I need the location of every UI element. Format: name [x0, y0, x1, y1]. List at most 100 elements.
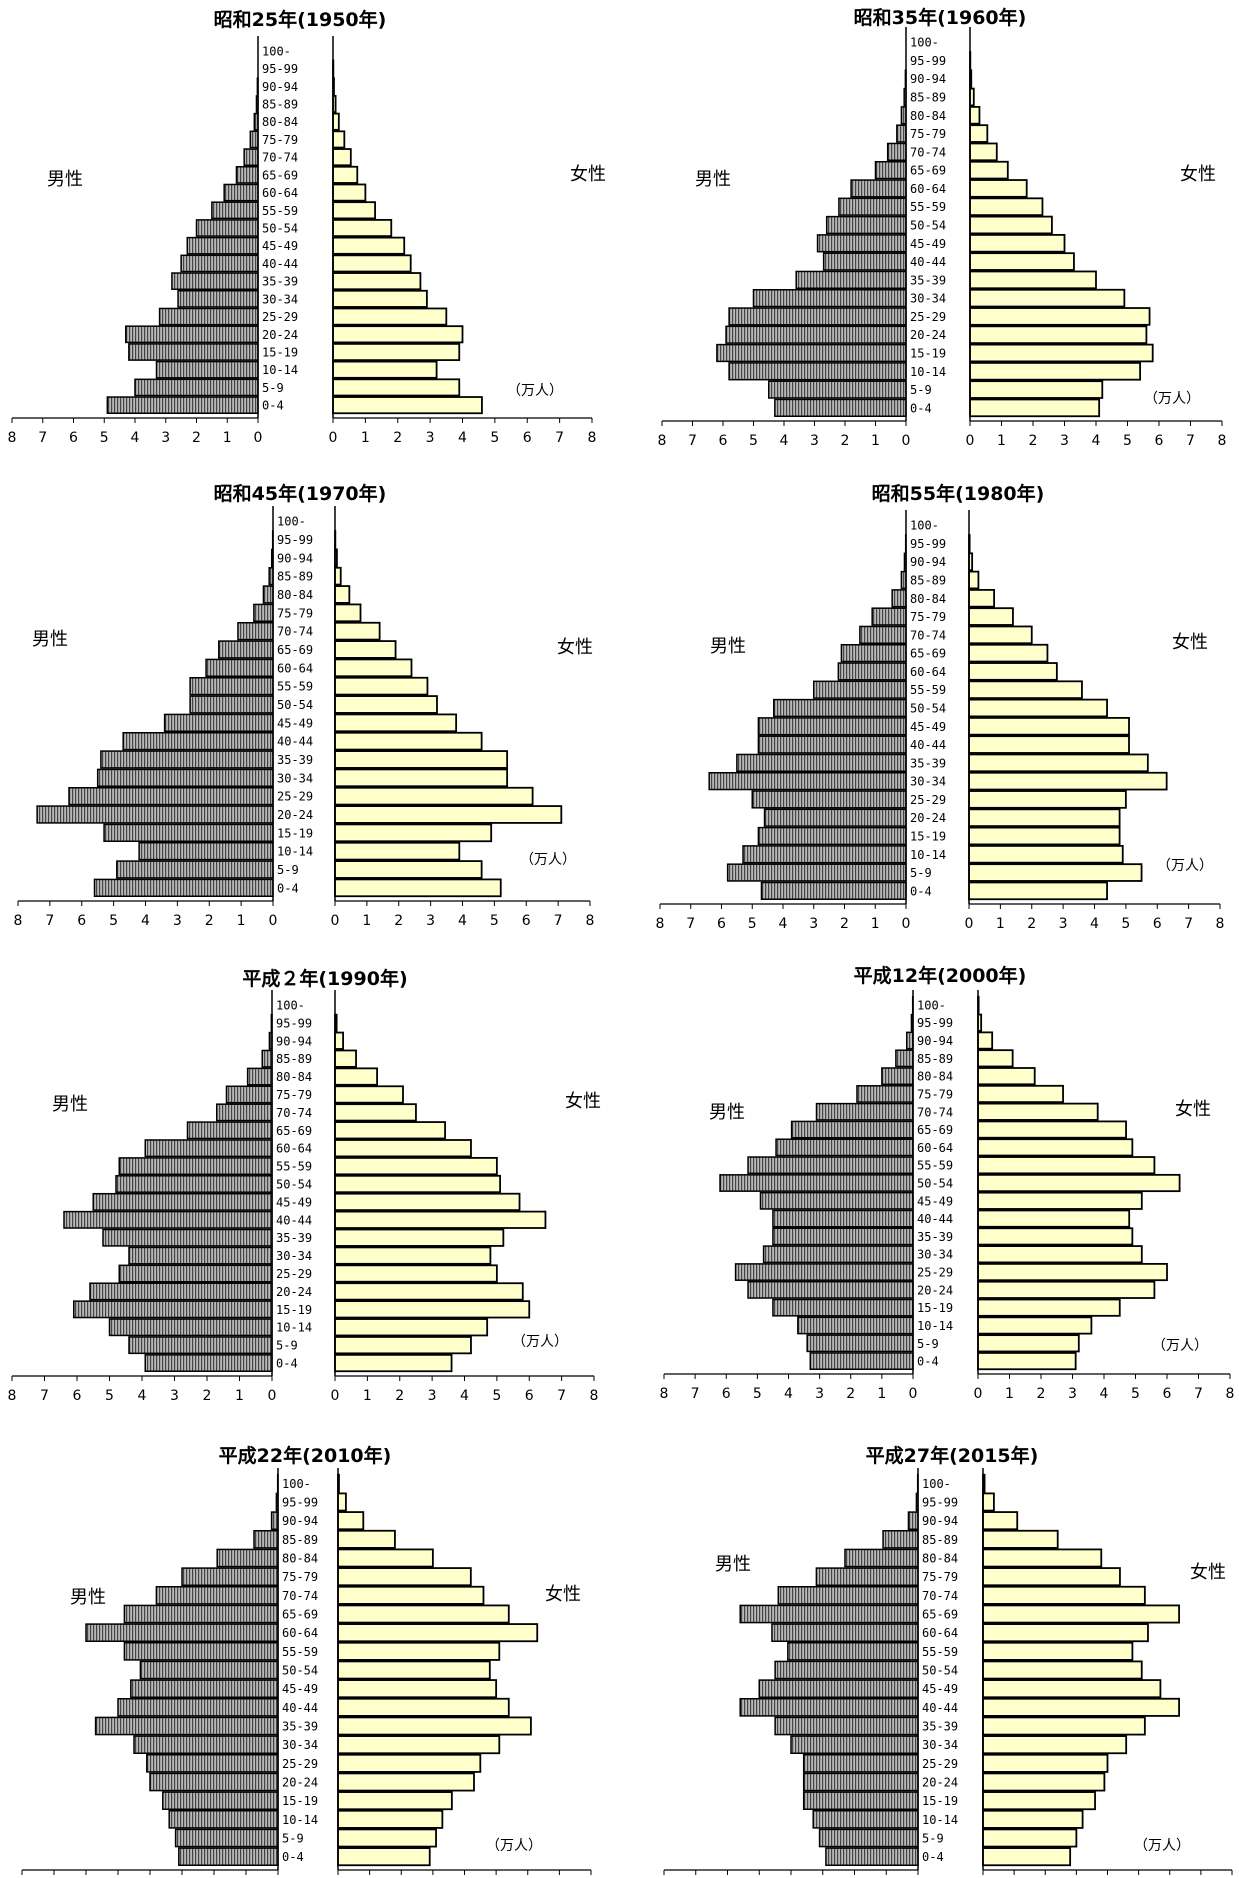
- age-label-75-79: 75-79: [277, 606, 313, 620]
- male-bar-30-34: [708, 772, 907, 791]
- female-bar-65-69: [969, 160, 1009, 180]
- male-bar-75-79: [181, 1567, 279, 1587]
- male-tick-label: 1: [237, 913, 246, 929]
- male-bar-70-74: [237, 622, 274, 641]
- female-tick-label: 6: [1163, 1386, 1172, 1402]
- age-label-90-94: 90-94: [910, 72, 946, 86]
- male-bar-25-29: [68, 787, 274, 806]
- female-bar-40-44: [334, 731, 483, 751]
- male-bar-20-24: [125, 325, 259, 344]
- male-label: 男性: [710, 636, 746, 657]
- chart-title: 昭和35年(1960年): [854, 6, 1027, 29]
- male-bar-35-39: [102, 1228, 273, 1247]
- male-bar-80-84: [216, 1548, 279, 1568]
- male-tick-label: 4: [780, 433, 789, 449]
- female-bar-85-89: [977, 1049, 1014, 1068]
- female-tick-label: 3: [428, 1388, 437, 1404]
- male-tick-label: 3: [161, 430, 170, 446]
- age-label-95-99: 95-99: [276, 1016, 312, 1030]
- male-bar-40-44: [772, 1209, 914, 1228]
- female-bar-10-14: [982, 1809, 1084, 1829]
- male-bar-45-49: [757, 717, 907, 736]
- male-label: 男性: [709, 1102, 745, 1123]
- female-bar-15-19: [337, 1791, 453, 1811]
- male-bar-10-14: [728, 362, 907, 381]
- female-bar-60-64: [334, 658, 413, 678]
- male-tick-label: 6: [722, 1386, 731, 1402]
- age-label-95-99: 95-99: [910, 537, 946, 551]
- female-bar-25-29: [337, 1753, 482, 1773]
- age-label-25-29: 25-29: [910, 793, 946, 807]
- female-bar-80-84: [337, 1548, 434, 1568]
- female-bar-5-9: [334, 860, 483, 879]
- pyramid-panel-1: 昭和35年(1960年) 男性 女性 （万人） 0-4 5-9 10-14 15-19 20-2…: [658, 6, 1227, 449]
- male-bar-85-89: [882, 1530, 919, 1549]
- age-label-100-: 100-: [277, 515, 306, 529]
- female-bar-15-19: [977, 1298, 1121, 1317]
- age-label-35-39: 35-39: [276, 1231, 312, 1245]
- age-label-65-69: 65-69: [910, 647, 946, 661]
- age-label-10-14: 10-14: [917, 1319, 953, 1333]
- male-bar-15-19: [802, 1791, 919, 1811]
- male-tick-label: 7: [38, 430, 47, 446]
- male-tick-label: 0: [269, 913, 278, 929]
- male-bar-10-14: [168, 1810, 279, 1829]
- female-tick-label: 1: [363, 1388, 372, 1404]
- age-label-95-99: 95-99: [262, 62, 298, 76]
- male-bar-50-54: [195, 219, 259, 237]
- female-tick-label: 3: [1060, 433, 1069, 449]
- age-label-30-34: 30-34: [922, 1738, 958, 1752]
- male-bar-55-59: [838, 197, 907, 216]
- female-tick-label: 8: [1226, 1386, 1235, 1402]
- age-label-45-49: 45-49: [277, 716, 313, 730]
- male-bar-45-49: [758, 1679, 919, 1699]
- female-bar-85-89: [334, 566, 342, 586]
- age-label-10-14: 10-14: [276, 1321, 312, 1335]
- female-tick-label: 3: [426, 430, 435, 446]
- male-tick-label: 4: [131, 430, 140, 446]
- male-bar-90-94: [270, 1511, 279, 1531]
- pyramid-panel-4: 平成２年(1990年) 男性 女性 （万人） 0-4 5-9 10-14 15-19 20-24…: [8, 967, 601, 1404]
- age-label-15-19: 15-19: [282, 1794, 318, 1808]
- male-bar-65-69: [186, 1121, 273, 1140]
- male-tick-label: 3: [173, 913, 182, 929]
- age-label-25-29: 25-29: [282, 1757, 318, 1771]
- male-tick-label: 0: [902, 916, 911, 932]
- female-tick-label: 2: [395, 1388, 404, 1404]
- male-tick-label: 7: [686, 916, 695, 932]
- male-tick-label: 1: [235, 1388, 244, 1404]
- female-bar-20-24: [332, 325, 464, 344]
- male-bar-5-9: [128, 1336, 273, 1355]
- female-bar-70-74: [968, 625, 1033, 645]
- male-tick-label: 5: [748, 916, 757, 932]
- female-tick-label: 6: [1153, 916, 1162, 932]
- male-bar-70-74: [155, 1586, 279, 1605]
- male-bar-40-44: [757, 735, 907, 754]
- female-bar-5-9: [969, 380, 1104, 399]
- female-bar-35-39: [968, 753, 1149, 773]
- male-tick-label: 6: [717, 916, 726, 932]
- male-bar-35-39: [772, 1227, 914, 1246]
- age-label-75-79: 75-79: [922, 1570, 958, 1584]
- male-bar-50-54: [139, 1660, 279, 1680]
- male-bar-35-39: [94, 1716, 279, 1736]
- age-label-90-94: 90-94: [282, 1514, 318, 1528]
- age-label-70-74: 70-74: [282, 1589, 318, 1603]
- male-tick-label: 7: [688, 433, 697, 449]
- female-bar-10-14: [332, 360, 438, 379]
- female-bar-75-79: [982, 1567, 1121, 1587]
- age-label-85-89: 85-89: [917, 1052, 953, 1066]
- male-label: 男性: [70, 1587, 106, 1608]
- female-bar-90-94: [982, 1511, 1019, 1531]
- age-label-40-44: 40-44: [262, 257, 298, 271]
- female-tick-label: 7: [557, 1388, 566, 1404]
- female-bar-70-74: [977, 1102, 1099, 1121]
- female-bar-55-59: [334, 1156, 498, 1176]
- age-label-75-79: 75-79: [276, 1088, 312, 1102]
- female-bar-40-44: [332, 254, 412, 273]
- male-tick-label: 6: [73, 1388, 82, 1404]
- male-bar-30-34: [96, 768, 274, 788]
- male-bar-55-59: [123, 1642, 279, 1661]
- age-label-45-49: 45-49: [917, 1194, 953, 1208]
- female-bar-35-39: [337, 1716, 532, 1736]
